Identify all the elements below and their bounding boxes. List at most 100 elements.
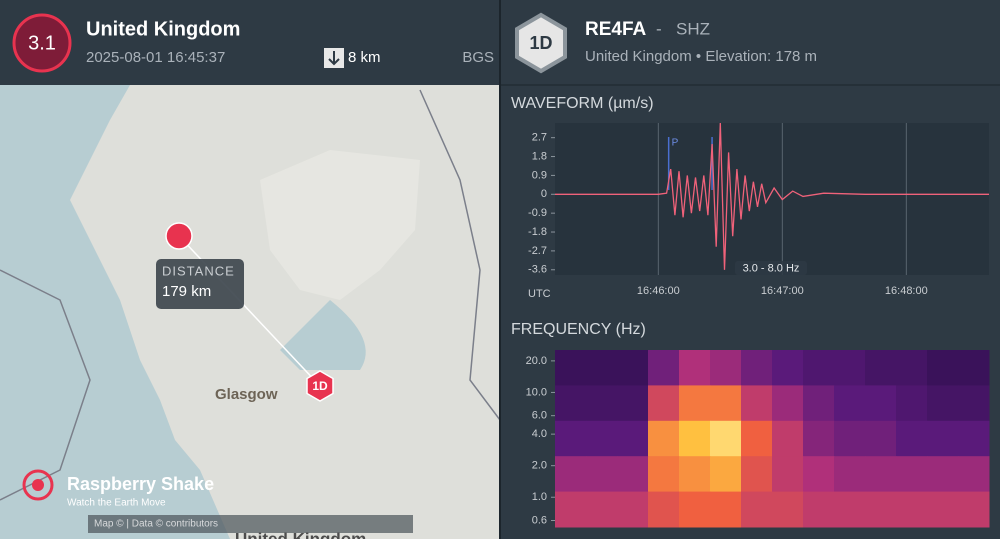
spectrogram-cell [741,350,773,386]
y-tick-label: -3.6 [528,264,547,276]
spectrogram-cell [772,420,804,457]
spectrogram-cell [896,456,928,493]
x-tick-label: 16:46:00 [637,285,680,297]
y-tick-label: 2.0 [532,460,547,472]
spectrogram-cell [679,491,711,528]
depth-arrow [328,51,340,66]
x-axis-label: UTC [528,288,551,300]
spectrogram-cell [927,350,959,386]
station-channel: SHZ [676,19,710,38]
filter-box [735,261,807,275]
spectrogram-cell [865,385,897,422]
spectrogram-cell [865,350,897,386]
spectrogram-cell [772,385,804,422]
spectrogram-cell [648,491,680,528]
waveform-title: WAVEFORM (µm/s) [511,95,654,112]
y-tick-label: 2.7 [532,132,547,144]
station-marker[interactable] [306,370,334,402]
spectrogram-cell [741,385,773,422]
spectrogram-cell [555,491,587,528]
spectrogram-cell [617,385,649,422]
spectrogram-cell [803,491,835,528]
spectrogram-cell [555,385,587,422]
spectrogram-cell [958,385,990,422]
waveform-trace [555,122,989,270]
spectrogram-cell [834,456,866,493]
y-tick-label: 20.0 [526,355,547,367]
spectrogram-cell [648,350,680,386]
spectrogram-title: FREQUENCY (Hz) [511,321,646,338]
attribution[interactable]: Map © | Data © contributors [94,519,218,530]
spectrogram-cell [679,420,711,457]
distance-label: DISTANCE [162,263,235,278]
y-tick-label: 10.0 [526,386,547,398]
spectrogram-cell [927,385,959,422]
spectrogram-cell [586,420,618,457]
spectrogram-cell [803,350,835,386]
spectrogram-cell [896,491,928,528]
spectrogram-cell [803,420,835,457]
spectrogram-cell [741,491,773,528]
spectrogram-cell [710,350,742,386]
distance-box [156,259,244,309]
spectrogram-cell [710,385,742,422]
spectrogram-cell [772,456,804,493]
spectrogram-cell [927,456,959,493]
spectrogram-cell [927,491,959,528]
waveform-plot [555,123,989,275]
spectrogram-cell [958,456,990,493]
spectrogram-cell [586,491,618,528]
event-agency: BGS [462,49,494,66]
spectrogram-cell [555,456,587,493]
event-depth: 8 km [348,49,381,66]
spectrogram-cell [834,350,866,386]
magnitude-badge [12,13,72,73]
epicenter[interactable] [165,222,193,250]
attribution-box [88,515,413,533]
spectrogram-cell [865,491,897,528]
event-region: United Kingdom [86,18,240,40]
y-tick-label: 1.8 [532,150,547,162]
spectrogram-cell [865,420,897,457]
y-tick-label: -0.9 [528,207,547,219]
spectrogram-cell [741,420,773,457]
spectrogram-cell [927,420,959,457]
event-header [0,0,500,85]
spectrogram-cell [896,350,928,386]
spectrogram-cell [679,385,711,422]
spectrogram-cell [834,420,866,457]
spectrogram-cell [803,456,835,493]
spectrogram-cell [555,350,587,386]
spectrogram-cell [896,385,928,422]
spectrogram-cell [958,350,990,386]
spectrogram-cell [648,385,680,422]
magnitude: 3.1 [28,32,56,54]
y-tick-label: 6.0 [532,410,547,422]
spectrogram-cell [648,456,680,493]
spectrogram-cell [710,420,742,457]
y-tick-label: 0.9 [532,169,547,181]
spectrogram-cell [834,385,866,422]
spectrogram-cell [958,491,990,528]
spectrogram-cell [834,491,866,528]
spectrogram-cell [772,491,804,528]
station-badge [515,12,567,74]
phase-label: P [672,138,679,149]
brand-tagline: Watch the Earth Move [67,498,166,509]
spectrogram-cell [710,456,742,493]
y-tick-label: 0 [541,188,547,200]
spectrogram-cell [586,350,618,386]
y-tick-label: -2.7 [528,245,547,257]
filter-label: 3.0 - 8.0 Hz [743,262,800,274]
station-marker-label: 1D [312,379,328,393]
station-name: RE4FA [585,19,647,40]
spectrogram-cell [648,420,680,457]
y-tick-label: 4.0 [532,428,547,440]
brand-name: Raspberry Shake [67,474,214,494]
spectrogram-cell [586,456,618,493]
map-country-label: United Kingdom [235,529,366,539]
land-highlands [260,150,420,300]
border-line [419,89,501,421]
